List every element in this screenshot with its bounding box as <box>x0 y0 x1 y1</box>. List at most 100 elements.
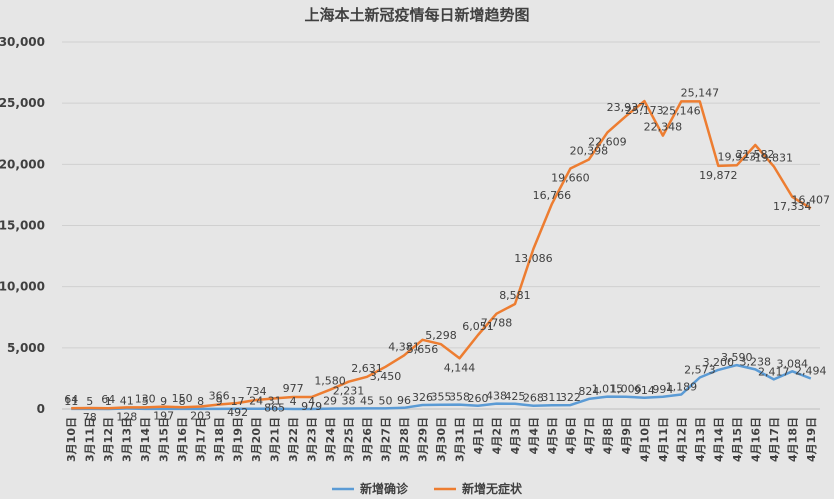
data-label: 128 <box>116 410 137 423</box>
x-tick-label: 3月20日 <box>250 417 263 462</box>
data-label: 64 <box>101 393 115 406</box>
data-label: 17,334 <box>773 200 812 213</box>
data-labels: 11 5 1 41 5 9 8 8 9 17 24 31 4 4 29 38 45 50 96 32635535826… <box>64 86 830 424</box>
data-label: 29 <box>323 395 337 408</box>
data-label: 4,381 <box>388 340 420 353</box>
x-tick-label: 3月25日 <box>343 417 356 462</box>
data-label: 2,231 <box>333 385 365 398</box>
data-label: 19,831 <box>755 151 794 164</box>
x-tick-label: 3月15日 <box>158 417 171 462</box>
y-tick-label: 20,000 <box>0 157 45 171</box>
x-tick-label: 3月21日 <box>269 417 282 462</box>
data-label: 358 <box>449 391 470 404</box>
x-tick-label: 4月13日 <box>694 417 707 462</box>
data-label: 38 <box>342 395 356 408</box>
data-label: 4 <box>290 395 297 408</box>
data-label: 3,590 <box>721 351 753 364</box>
data-label: 16,407 <box>792 193 831 206</box>
data-label: 977 <box>283 382 304 395</box>
x-tick-label: 3月24日 <box>324 417 337 462</box>
x-tick-label: 3月19日 <box>232 417 245 462</box>
x-tick-label: 4月8日 <box>601 417 614 454</box>
legend-label: 新增无症状 <box>462 481 523 496</box>
data-label: 203 <box>190 410 211 423</box>
series-line <box>71 99 812 410</box>
data-label: 734 <box>246 385 267 398</box>
data-label: 3,450 <box>370 370 402 383</box>
x-tick-label: 3月16日 <box>176 417 189 462</box>
data-label: 311 <box>541 391 562 404</box>
x-tick-label: 3月23日 <box>306 417 319 462</box>
x-tick-label: 4月11日 <box>657 417 670 462</box>
data-label: 41 <box>120 394 134 407</box>
x-tick-label: 3月22日 <box>287 417 300 462</box>
legend: 新增确诊 新增无症状 <box>332 481 523 496</box>
data-label: 197 <box>153 410 174 423</box>
data-label: 3,238 <box>740 355 772 368</box>
x-tick-label: 3月18日 <box>213 417 226 462</box>
data-label: 322 <box>560 391 581 404</box>
x-tick-label: 4月15日 <box>731 417 744 462</box>
data-label: 8 <box>197 395 204 408</box>
data-label: 7,788 <box>481 317 513 330</box>
y-tick-label: 0 <box>37 402 45 416</box>
data-label: 78 <box>83 411 97 424</box>
y-tick-label: 25,000 <box>0 96 45 110</box>
x-tick-label: 3月28日 <box>398 417 411 462</box>
x-tick-label: 4月17日 <box>768 417 781 462</box>
data-label: 824 <box>578 385 599 398</box>
x-tick-label: 3月17日 <box>195 417 208 462</box>
x-tick-label: 4月1日 <box>472 417 485 454</box>
data-label: 9 <box>160 395 167 408</box>
y-tick-label: 15,000 <box>0 219 45 233</box>
data-label: 438 <box>486 390 507 403</box>
x-tick-label: 3月27日 <box>380 417 393 462</box>
data-label: 64 <box>64 393 78 406</box>
x-tick-label: 3月29日 <box>417 417 430 462</box>
series-lines <box>71 99 812 411</box>
data-label: 130 <box>135 392 156 405</box>
data-label: 2,494 <box>795 364 827 377</box>
data-label: 19,872 <box>699 169 738 182</box>
x-tick-label: 4月19日 <box>805 417 818 462</box>
data-label: 2,417 <box>758 365 790 378</box>
data-label: 3,200 <box>703 356 735 369</box>
data-label: 4,144 <box>444 361 476 374</box>
data-label: 5 <box>142 395 149 408</box>
data-label: 355 <box>431 391 452 404</box>
data-label: 2,573 <box>684 364 716 377</box>
data-label: 50 <box>379 394 393 407</box>
data-label: 3,084 <box>777 357 809 370</box>
x-tick-label: 4月6日 <box>564 417 577 454</box>
x-tick-label: 3月12日 <box>102 417 115 462</box>
data-label: 21,582 <box>736 148 775 161</box>
x-tick-label: 4月7日 <box>583 417 596 454</box>
data-label: 19,923 <box>718 150 757 163</box>
data-label: 31 <box>268 395 282 408</box>
data-label: 11 <box>64 395 78 408</box>
data-label: 865 <box>264 401 285 414</box>
data-label: 9 <box>216 395 223 408</box>
data-label: 5,656 <box>407 343 439 356</box>
data-label: 5,298 <box>425 329 457 342</box>
y-tick-label: 5,000 <box>7 341 45 355</box>
x-tick-label: 4月2日 <box>490 417 503 454</box>
data-label: 425 <box>504 390 525 403</box>
y-tick-label: 10,000 <box>0 280 45 294</box>
gridlines <box>62 41 820 410</box>
data-label: 1,006 <box>610 383 642 396</box>
data-label: 45 <box>360 394 374 407</box>
data-label: 268 <box>523 392 544 405</box>
x-tick-label: 4月16日 <box>749 417 762 462</box>
x-tick-label: 3月31日 <box>453 417 466 462</box>
data-label: 25,146 <box>662 104 701 117</box>
data-label: 23,937 <box>607 101 646 114</box>
data-label: 2,631 <box>351 362 383 375</box>
x-tick-label: 3月10日 <box>65 417 78 462</box>
data-label: 366 <box>209 390 230 403</box>
x-tick-label: 4月18日 <box>786 417 799 462</box>
x-tick-label: 3月11日 <box>84 417 97 462</box>
x-axis: 3月10日 3月11日 3月12日 3月13日 3月14日 3月15日 3月16日 3月17日… <box>65 417 818 462</box>
data-label: 1,189 <box>666 380 698 393</box>
